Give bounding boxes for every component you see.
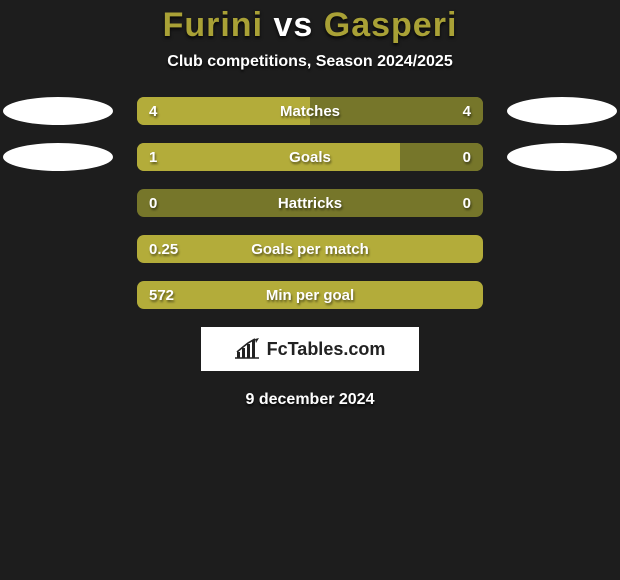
title-player1: Furini — [163, 6, 263, 44]
content-wrapper: Furini vs Gasperi Club competitions, Sea… — [0, 0, 620, 580]
stat-row: 0.25 Goals per match — [0, 235, 620, 263]
logo-box: FcTables.com — [201, 327, 419, 371]
stat-value-left: 4 — [149, 97, 157, 125]
ellipse-right — [507, 143, 617, 171]
title-player2: Gasperi — [324, 6, 458, 44]
ellipse-left — [3, 143, 113, 171]
stat-row: 4 4 Matches — [0, 97, 620, 125]
stat-bar: 4 4 Matches — [137, 97, 483, 125]
logo-text: FcTables.com — [267, 339, 386, 360]
stat-value-right: 0 — [463, 189, 471, 217]
stat-rows: 4 4 Matches 1 0 Goals 0 0 Hattricks 0.25 Goals per… — [0, 97, 620, 309]
stat-bar: 0.25 Goals per match — [137, 235, 483, 263]
stat-label: Goals per match — [251, 235, 369, 263]
stat-row: 0 0 Hattricks — [0, 189, 620, 217]
stat-row: 572 Min per goal — [0, 281, 620, 309]
title-vs: vs — [273, 6, 313, 44]
stat-value-right: 4 — [463, 97, 471, 125]
stat-label: Goals — [289, 143, 331, 171]
stat-value-left: 0 — [149, 189, 157, 217]
stat-bar: 1 0 Goals — [137, 143, 483, 171]
subtitle: Club competitions, Season 2024/2025 — [167, 53, 452, 71]
stat-row: 1 0 Goals — [0, 143, 620, 171]
stat-bar: 0 0 Hattricks — [137, 189, 483, 217]
bar-fill-left — [137, 143, 400, 171]
stat-label: Matches — [280, 97, 340, 125]
date-text: 9 december 2024 — [246, 391, 375, 409]
stat-value-left: 572 — [149, 281, 174, 309]
stat-label: Min per goal — [266, 281, 354, 309]
stat-bar: 572 Min per goal — [137, 281, 483, 309]
stat-value-left: 0.25 — [149, 235, 178, 263]
page-title: Furini vs Gasperi — [163, 6, 458, 45]
stat-value-left: 1 — [149, 143, 157, 171]
stat-label: Hattricks — [278, 189, 342, 217]
chart-icon — [235, 338, 261, 360]
ellipse-left — [3, 97, 113, 125]
ellipse-right — [507, 97, 617, 125]
stat-value-right: 0 — [463, 143, 471, 171]
